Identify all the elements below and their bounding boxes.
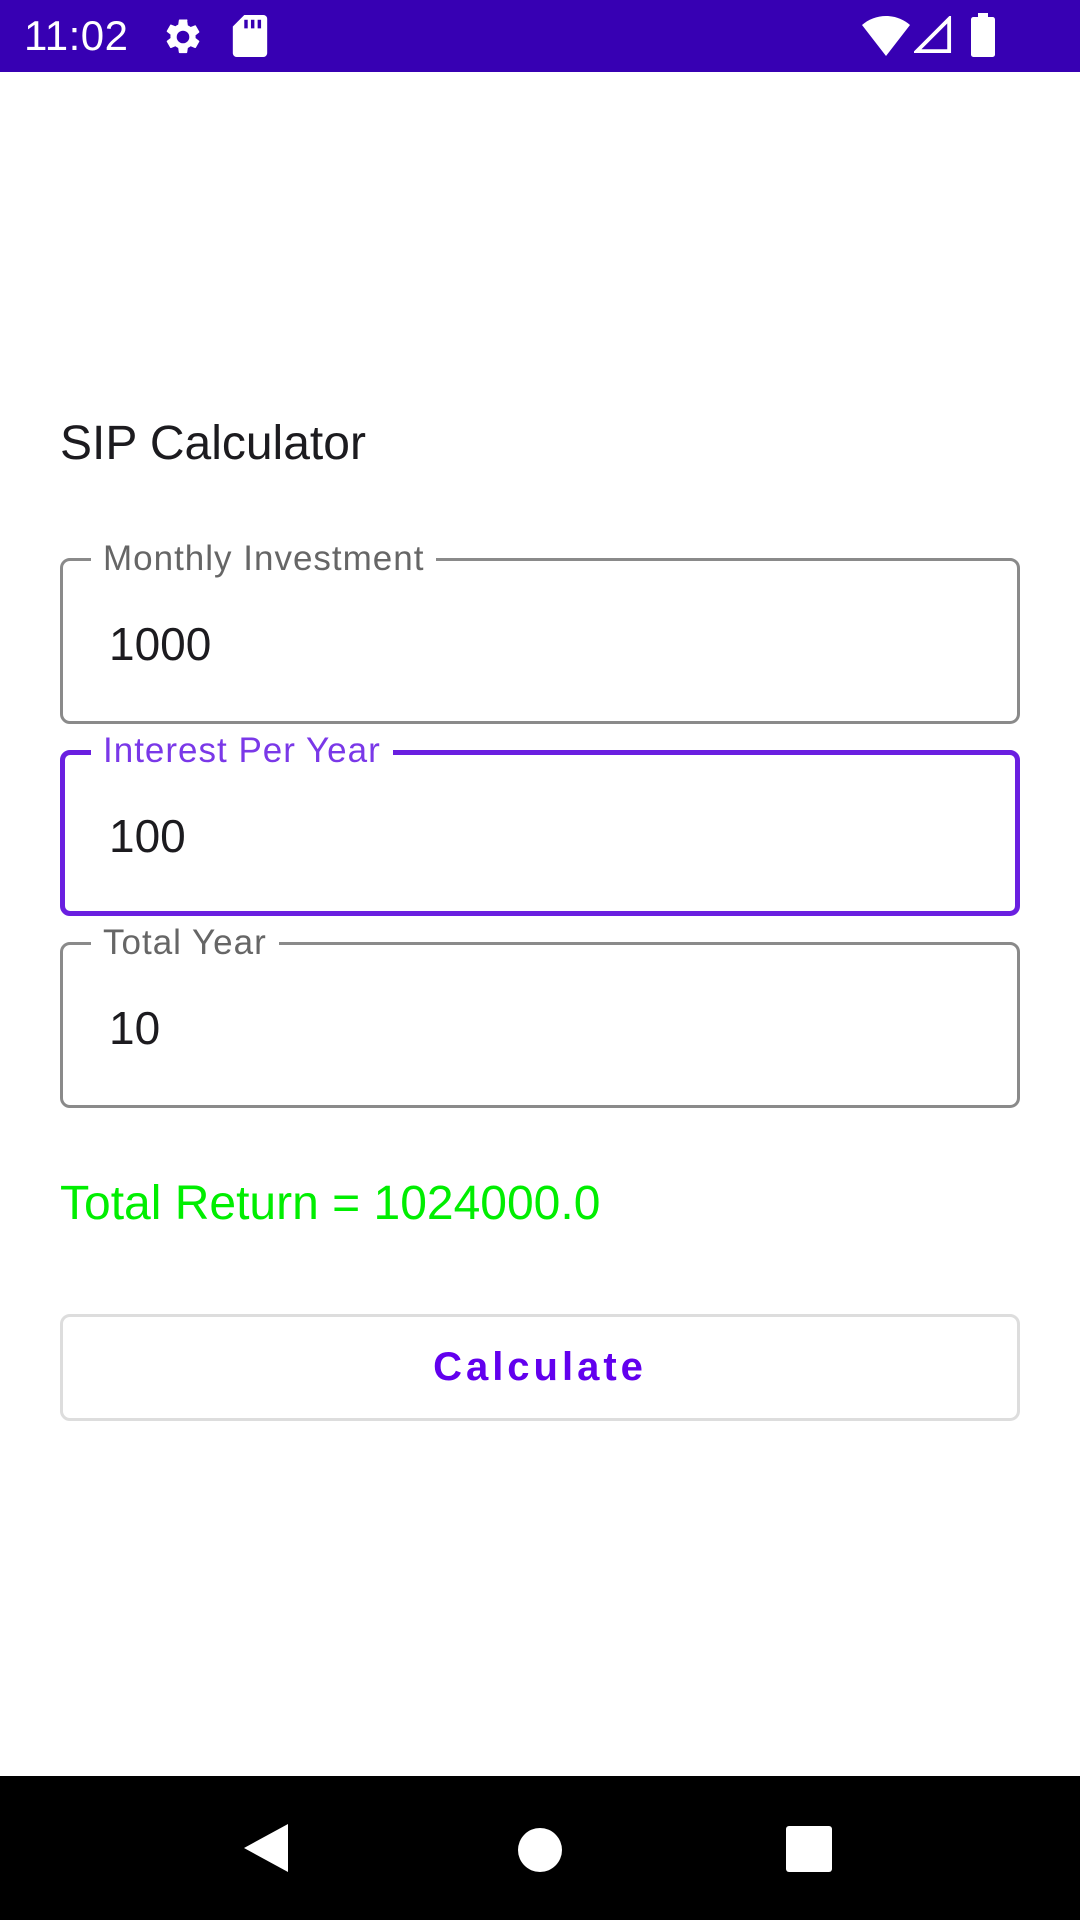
status-bar: 11:02	[0, 0, 1080, 72]
monthly-investment-field[interactable]: Monthly Investment 1000	[60, 539, 1020, 724]
monthly-investment-label: Monthly Investment	[91, 539, 437, 579]
back-icon[interactable]	[240, 1820, 290, 1876]
home-icon[interactable]	[516, 1826, 564, 1874]
calculate-button[interactable]: Calculate	[60, 1314, 1020, 1421]
gear-icon	[166, 19, 200, 54]
cell-signal-icon	[914, 16, 952, 54]
recents-icon[interactable]	[786, 1826, 832, 1872]
total-year-label: Total Year	[91, 923, 279, 963]
interest-per-year-input[interactable]: 100	[109, 810, 186, 862]
page-title: SIP Calculator	[60, 417, 366, 470]
battery-icon	[971, 13, 995, 57]
wifi-icon	[862, 16, 910, 56]
total-year-field[interactable]: Total Year 10	[60, 923, 1020, 1108]
sd-card-icon	[232, 15, 268, 57]
interest-per-year-field[interactable]: Interest Per Year 100	[60, 731, 1020, 916]
total-year-input[interactable]: 10	[109, 1002, 161, 1054]
total-return-result: Total Return = 1024000.0	[60, 1177, 601, 1230]
status-time: 11:02	[24, 12, 129, 59]
monthly-investment-input[interactable]: 1000	[109, 618, 212, 670]
navigation-bar	[0, 1776, 1080, 1920]
interest-per-year-label: Interest Per Year	[91, 731, 393, 771]
